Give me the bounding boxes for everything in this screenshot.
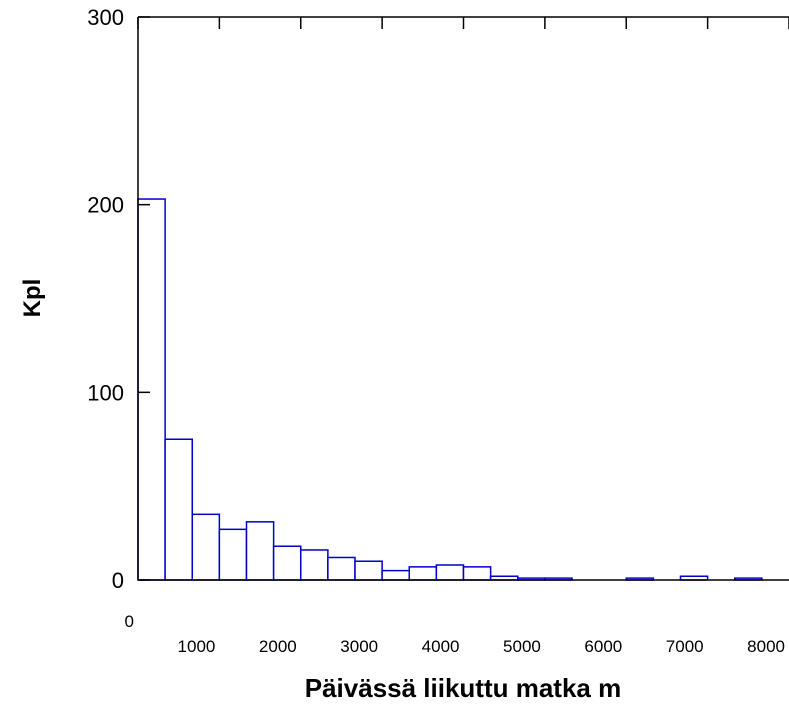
x-tick-label: 6000 bbox=[584, 637, 622, 656]
x-tick-label: 7000 bbox=[666, 637, 704, 656]
bar bbox=[381, 569, 410, 581]
x-tick-label: 3000 bbox=[340, 637, 378, 656]
y-tick-label: 300 bbox=[87, 5, 124, 30]
y-axis-label: Kpl bbox=[19, 279, 46, 318]
bar bbox=[462, 566, 492, 581]
y-tick-label: 0 bbox=[112, 568, 124, 593]
bar bbox=[300, 549, 329, 581]
bar bbox=[408, 566, 438, 581]
x-tick-label: 8000 bbox=[747, 637, 785, 656]
bar bbox=[354, 560, 383, 581]
bar bbox=[191, 513, 221, 581]
bar bbox=[327, 556, 356, 581]
bar bbox=[218, 528, 248, 581]
bar bbox=[137, 198, 166, 581]
x-tick-label: 2000 bbox=[259, 637, 297, 656]
x-tick-label: 4000 bbox=[422, 637, 460, 656]
x-tick-label: 5000 bbox=[503, 637, 541, 656]
x-tick-label: 0 bbox=[125, 612, 134, 631]
bar bbox=[272, 545, 302, 581]
x-tick-label: 1000 bbox=[178, 637, 216, 656]
bar bbox=[435, 564, 465, 581]
y-tick-label: 100 bbox=[87, 380, 124, 405]
x-axis-label: Päivässä liikuttu matka m bbox=[305, 673, 621, 703]
bar bbox=[164, 438, 194, 581]
y-tick-label: 200 bbox=[87, 193, 124, 218]
bar bbox=[245, 521, 275, 581]
